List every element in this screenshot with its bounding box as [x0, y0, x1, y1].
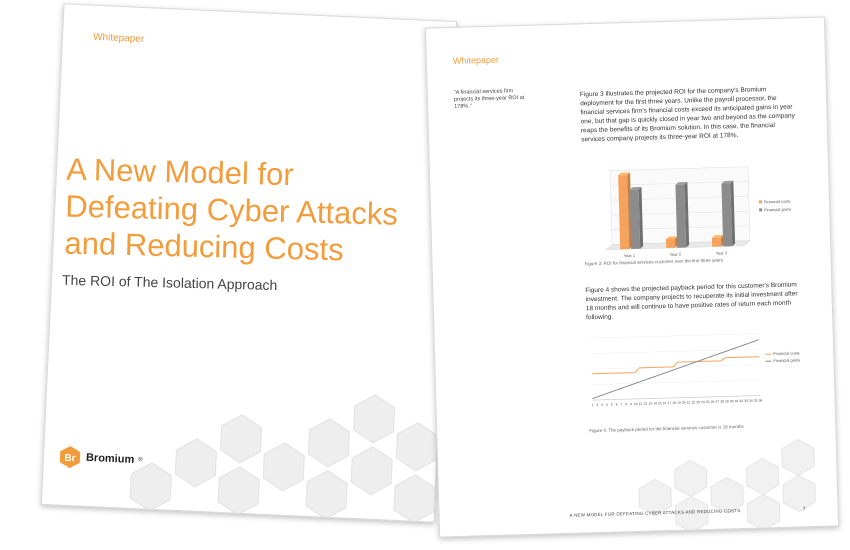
legend-label: Financial costs — [764, 199, 791, 205]
x-tick-label: 24 — [701, 400, 705, 404]
bar-financial-gains-year-1 — [629, 186, 644, 250]
x-tick-label: 20 — [682, 401, 686, 405]
logo-registered-mark: ® — [138, 457, 143, 464]
x-tick-label: 10 — [634, 402, 638, 406]
inner-label: Whitepaper — [452, 54, 500, 66]
hexagon-pattern — [638, 438, 816, 533]
x-tick-label: 36 — [759, 398, 763, 402]
legend-label: Financial gains — [773, 357, 800, 363]
x-tick-label: 17 — [668, 401, 672, 405]
x-tick-label: 21 — [687, 400, 691, 404]
pull-quote: "A financial services firm projects its … — [453, 88, 525, 110]
x-tick-label: 11 — [639, 402, 643, 406]
paragraph-figure4: Figure 4 shows the projected payback per… — [585, 281, 798, 322]
logo-mark-text: Br — [64, 453, 76, 464]
x-tick-label: 22 — [691, 400, 695, 404]
x-tick-label: 29 — [725, 399, 729, 403]
line-financial-costs — [591, 356, 760, 375]
x-tick-label: 2 — [596, 403, 598, 407]
cover-page: Whitepaper A New Model for Defeating Cyb… — [40, 3, 458, 523]
bar-financial-costs-year-3 — [711, 235, 725, 247]
legend-label: Financial costs — [773, 350, 800, 356]
x-tick-label: 18 — [672, 401, 676, 405]
x-tick-label: Year 1 — [624, 253, 636, 258]
gridline — [591, 348, 760, 354]
x-tick-label: 28 — [720, 399, 724, 403]
x-tick-label: 31 — [735, 399, 739, 403]
bar-financial-gains-year-2 — [675, 182, 690, 248]
x-tick-label: Year 2 — [670, 252, 682, 257]
legend-swatch — [758, 200, 762, 204]
bar-financial-gains-year-3 — [721, 180, 736, 247]
legend-label: Financial gains — [764, 207, 791, 213]
x-tick-label: 16 — [663, 401, 667, 405]
x-tick-label: 4 — [606, 403, 608, 407]
cover-subtitle: The ROI of The Isolation Approach — [61, 271, 278, 294]
x-tick-label: 6 — [616, 402, 618, 406]
x-tick-label: 19 — [677, 401, 681, 405]
gridline — [591, 379, 760, 385]
x-axis — [592, 395, 761, 401]
figure4-caption: Figure 4: The payback period for the fin… — [589, 423, 744, 434]
figure3-bar-chart: Year 1 Year 2 Year 3 Financial costs Financi… — [605, 166, 791, 258]
x-tick-label: 7 — [620, 402, 622, 406]
x-tick-label: 15 — [658, 401, 662, 405]
paragraph-figure3: Figure 3 illustrates the projected ROI f… — [579, 86, 795, 144]
bar-financial-costs-year-1 — [618, 172, 633, 250]
page-number: 7 — [802, 506, 806, 513]
bromium-logo: Br Bromium ® — [57, 445, 143, 473]
hexagon-pattern — [129, 394, 438, 523]
bar-financial-costs-year-2 — [665, 236, 679, 249]
x-tick-label: 30 — [730, 399, 734, 403]
line-financial-gains — [592, 339, 759, 400]
gridline — [591, 364, 760, 370]
logo-text: Bromium — [85, 451, 135, 466]
x-tick-label: 26 — [711, 400, 715, 404]
figure4-line-chart: 1 2 3 4 5 6 7 8 9 10 11 12 13 14 15 16 17 18 19 20 21 22 23 24 2… — [590, 333, 800, 407]
x-tick-label: 32 — [739, 399, 743, 403]
x-tick-label: 8 — [625, 402, 627, 406]
x-tick-label: 9 — [630, 402, 632, 406]
x-tick-label: 5 — [611, 403, 613, 407]
inner-page: Whitepaper "A financial services firm pr… — [424, 16, 840, 538]
x-tick-label: 27 — [715, 400, 719, 404]
legend-swatch — [759, 208, 763, 212]
x-tick-label: 3 — [601, 403, 603, 407]
cover-title: A New Model for Defeating Cyber Attacks … — [64, 151, 447, 271]
x-tick-label: 13 — [648, 401, 652, 405]
x-tick-label: 14 — [653, 401, 657, 405]
cover-label: Whitepaper — [92, 31, 145, 46]
x-tick-label: 33 — [744, 399, 748, 403]
x-tick-label: 12 — [644, 402, 648, 406]
x-tick-label: 35 — [754, 399, 758, 403]
bromium-hexagon-icon: Br — [59, 446, 81, 469]
x-tick-label: 25 — [706, 400, 710, 404]
x-tick-label: 23 — [696, 400, 700, 404]
x-tick-label: 34 — [749, 399, 753, 403]
x-tick-label: 1 — [592, 403, 594, 407]
gridline — [590, 333, 759, 339]
x-tick-label: Year 3 — [716, 250, 728, 255]
